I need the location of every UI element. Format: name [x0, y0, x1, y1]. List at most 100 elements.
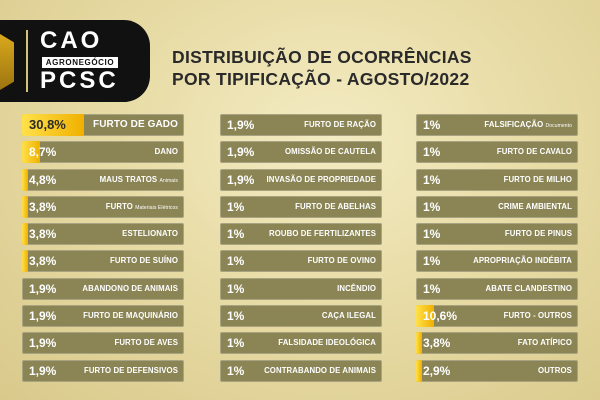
title-line-1: DISTRIBUIÇÃO DE OCORRÊNCIAS [172, 47, 472, 67]
category-label-text: FURTO DE ABELHAS [295, 201, 376, 211]
category-label: OUTROS [538, 360, 572, 382]
list-item: 2,9% OUTROS [416, 359, 578, 382]
percentage-value: 10,6% [423, 309, 458, 324]
value-highlight [22, 195, 28, 218]
value-highlight [22, 114, 84, 136]
category-label: CAÇA ILEGAL [322, 305, 376, 327]
percentage-value: 1% [227, 363, 245, 378]
category-sublabel: Documento [545, 123, 572, 129]
row-bar [220, 223, 382, 246]
category-label: ESTELIONATO [122, 223, 178, 245]
category-label-text: FATO ATÍPICO [517, 338, 572, 348]
row-bar [22, 168, 184, 191]
list-item: 1% INCÊNDIO [220, 277, 382, 300]
percentage-value: 3,8% [29, 199, 57, 214]
row-bar [220, 359, 382, 382]
percentage-value: 1% [423, 227, 441, 242]
row-bar [220, 332, 382, 355]
percentage-value: 30,8% [29, 117, 66, 132]
list-item: 1% FALSIFICAÇÃO Documento [416, 114, 578, 136]
list-item: 10,6% FURTO - OUTROS [416, 305, 578, 328]
percentage-value: 4,8% [29, 172, 57, 187]
category-label: FALSIFICAÇÃO Documento [484, 114, 572, 137]
row-bar [22, 305, 184, 328]
value-highlight [22, 223, 28, 246]
value-highlight [22, 141, 40, 164]
percentage-value: 1% [227, 199, 245, 214]
category-label-text: ABANDONO DE ANIMAIS [82, 283, 178, 293]
category-label: CONTRABANDO DE ANIMAIS [264, 360, 376, 382]
row-bar [22, 223, 184, 246]
percentage-value: 1,9% [227, 172, 255, 187]
category-label-text: FURTO DE DEFENSIVOS [83, 365, 178, 375]
percentage-value: 1,9% [227, 145, 255, 160]
list-item: 1% APROPRIAÇÃO INDÉBITA [416, 250, 578, 273]
category-label-text: ESTELIONATO [122, 229, 178, 239]
list-item: 3,8% ESTELIONATO [22, 223, 184, 246]
row-bar [416, 114, 578, 136]
list-item: 8,7% DANO [22, 141, 184, 164]
list-item: 1,9% ABANDONO DE ANIMAIS [22, 277, 184, 300]
list-item: 1,9% INVASÃO DE PROPRIEDADE [220, 168, 382, 191]
category-label: CRIME AMBIENTAL [498, 196, 572, 218]
percentage-value: 1,9% [29, 363, 57, 378]
category-label: MAUS TRATOS Animais [100, 169, 178, 192]
category-label: FURTO DE PINUS [505, 223, 572, 245]
value-highlight [22, 168, 28, 191]
category-label-text: FURTO DE MAQUINÁRIO [83, 311, 178, 321]
row-bar [220, 141, 382, 164]
category-label-text: INVASÃO DE PROPRIEDADE [266, 174, 376, 184]
list-item: 1,9% FURTO DE RAÇÃO [220, 114, 382, 136]
category-label: INCÊNDIO [337, 278, 376, 300]
percentage-value: 2,9% [423, 363, 451, 378]
category-label-text: FURTO DE MILHO [503, 174, 572, 184]
category-label-text: FALSIDADE IDEOLÓGICA [278, 338, 376, 348]
category-label: FURTO DE GADO [93, 114, 178, 136]
percentage-value: 3,8% [423, 336, 451, 351]
category-label-text: APROPRIAÇÃO INDÉBITA [473, 256, 572, 266]
value-highlight [22, 250, 28, 273]
column-3: 1% FALSIFICAÇÃO Documento 1% FURTO DE CAVAL… [416, 114, 578, 387]
row-bar [416, 359, 578, 382]
list-item: 1% CONTRABANDO DE ANIMAIS [220, 359, 382, 382]
percentage-value: 1% [423, 145, 441, 160]
row-bar [22, 195, 184, 218]
list-item: 1% FURTO DE MILHO [416, 168, 578, 191]
category-label-text: FURTO DE GADO [92, 119, 178, 130]
category-label: FURTO - OUTROS [504, 305, 572, 327]
list-item: 3,8% FURTO DE SUÍNO [22, 250, 184, 273]
row-bar [220, 305, 382, 328]
category-label-text: CAÇA ILEGAL [321, 311, 376, 321]
percentage-value: 1,9% [227, 118, 255, 132]
category-label: FURTO DE CAVALO [497, 141, 572, 163]
row-bar [22, 359, 184, 382]
category-label: FURTO Materiais Elétricos [106, 196, 178, 219]
category-label: FURTO DE AVES [114, 332, 178, 354]
list-item: 1% CRIME AMBIENTAL [416, 195, 578, 218]
category-label: FALSIDADE IDEOLÓGICA [278, 332, 376, 354]
percentage-value: 1,9% [29, 336, 57, 351]
list-item: 1% FURTO DE OVINO [220, 250, 382, 273]
category-label-text: ROUBO DE FERTILIZANTES [268, 229, 376, 239]
list-item: 1% FURTO DE PINUS [416, 223, 578, 246]
category-label-text: DANO [154, 147, 178, 157]
category-label: FURTO DE MILHO [504, 169, 572, 191]
percentage-value: 1% [227, 227, 245, 242]
logo-divider [26, 30, 28, 92]
category-label-text: MAUS TRATOS [99, 174, 158, 184]
category-label-text: ABATE CLANDESTINO [485, 283, 572, 293]
row-bar [416, 168, 578, 191]
category-label-text: FURTO DE PINUS [504, 229, 572, 239]
list-item: 1% FALSIDADE IDEOLÓGICA [220, 332, 382, 355]
list-item: 1% FURTO DE ABELHAS [220, 195, 382, 218]
list-item: 1% FURTO DE CAVALO [416, 141, 578, 164]
percentage-value: 1% [423, 118, 441, 132]
category-label: FURTO DE OVINO [308, 250, 376, 272]
list-item: 3,8% FATO ATÍPICO [416, 332, 578, 355]
logo-agronegocio-text: AGRONEGÓCIO [42, 57, 118, 68]
category-label-text: FURTO [105, 201, 133, 211]
category-label: FURTO DE SUÍNO [110, 250, 178, 272]
list-item: 1,9% OMISSÃO DE CAUTELA [220, 141, 382, 164]
category-label: FURTO DE DEFENSIVOS [84, 360, 178, 382]
list-item: 1,9% FURTO DE DEFENSIVOS [22, 359, 184, 382]
